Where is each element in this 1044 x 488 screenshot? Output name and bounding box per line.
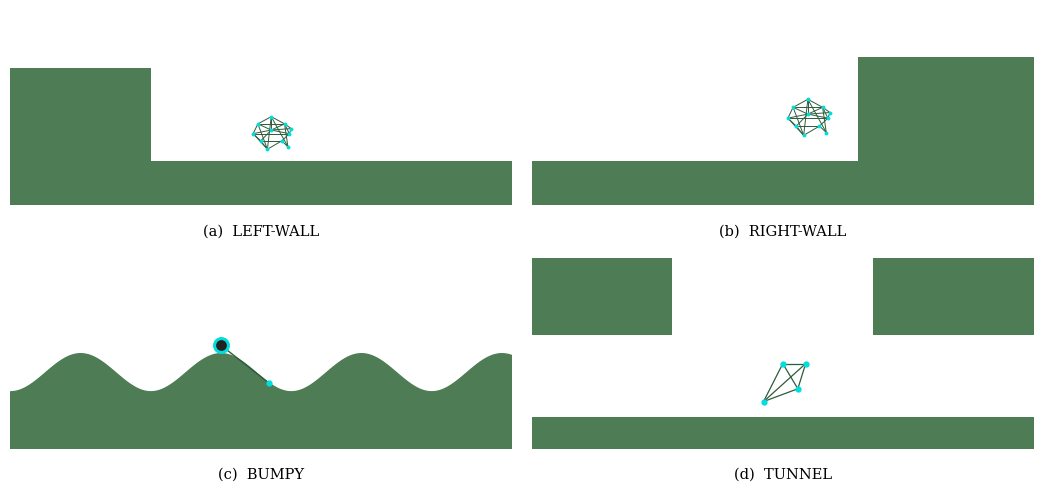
Bar	[873, 259, 1034, 335]
Bar	[151, 162, 512, 205]
Bar	[532, 259, 672, 335]
Bar	[858, 57, 1034, 205]
Text: (c)  BUMPY: (c) BUMPY	[218, 468, 304, 482]
Polygon shape	[10, 354, 512, 449]
Bar	[10, 68, 151, 205]
Text: (b)  RIGHT-WALL: (b) RIGHT-WALL	[719, 224, 847, 238]
Text: (a)  LEFT-WALL: (a) LEFT-WALL	[204, 224, 319, 238]
Bar	[532, 162, 858, 205]
Text: (d)  TUNNEL: (d) TUNNEL	[734, 468, 832, 482]
Bar	[532, 417, 1034, 449]
